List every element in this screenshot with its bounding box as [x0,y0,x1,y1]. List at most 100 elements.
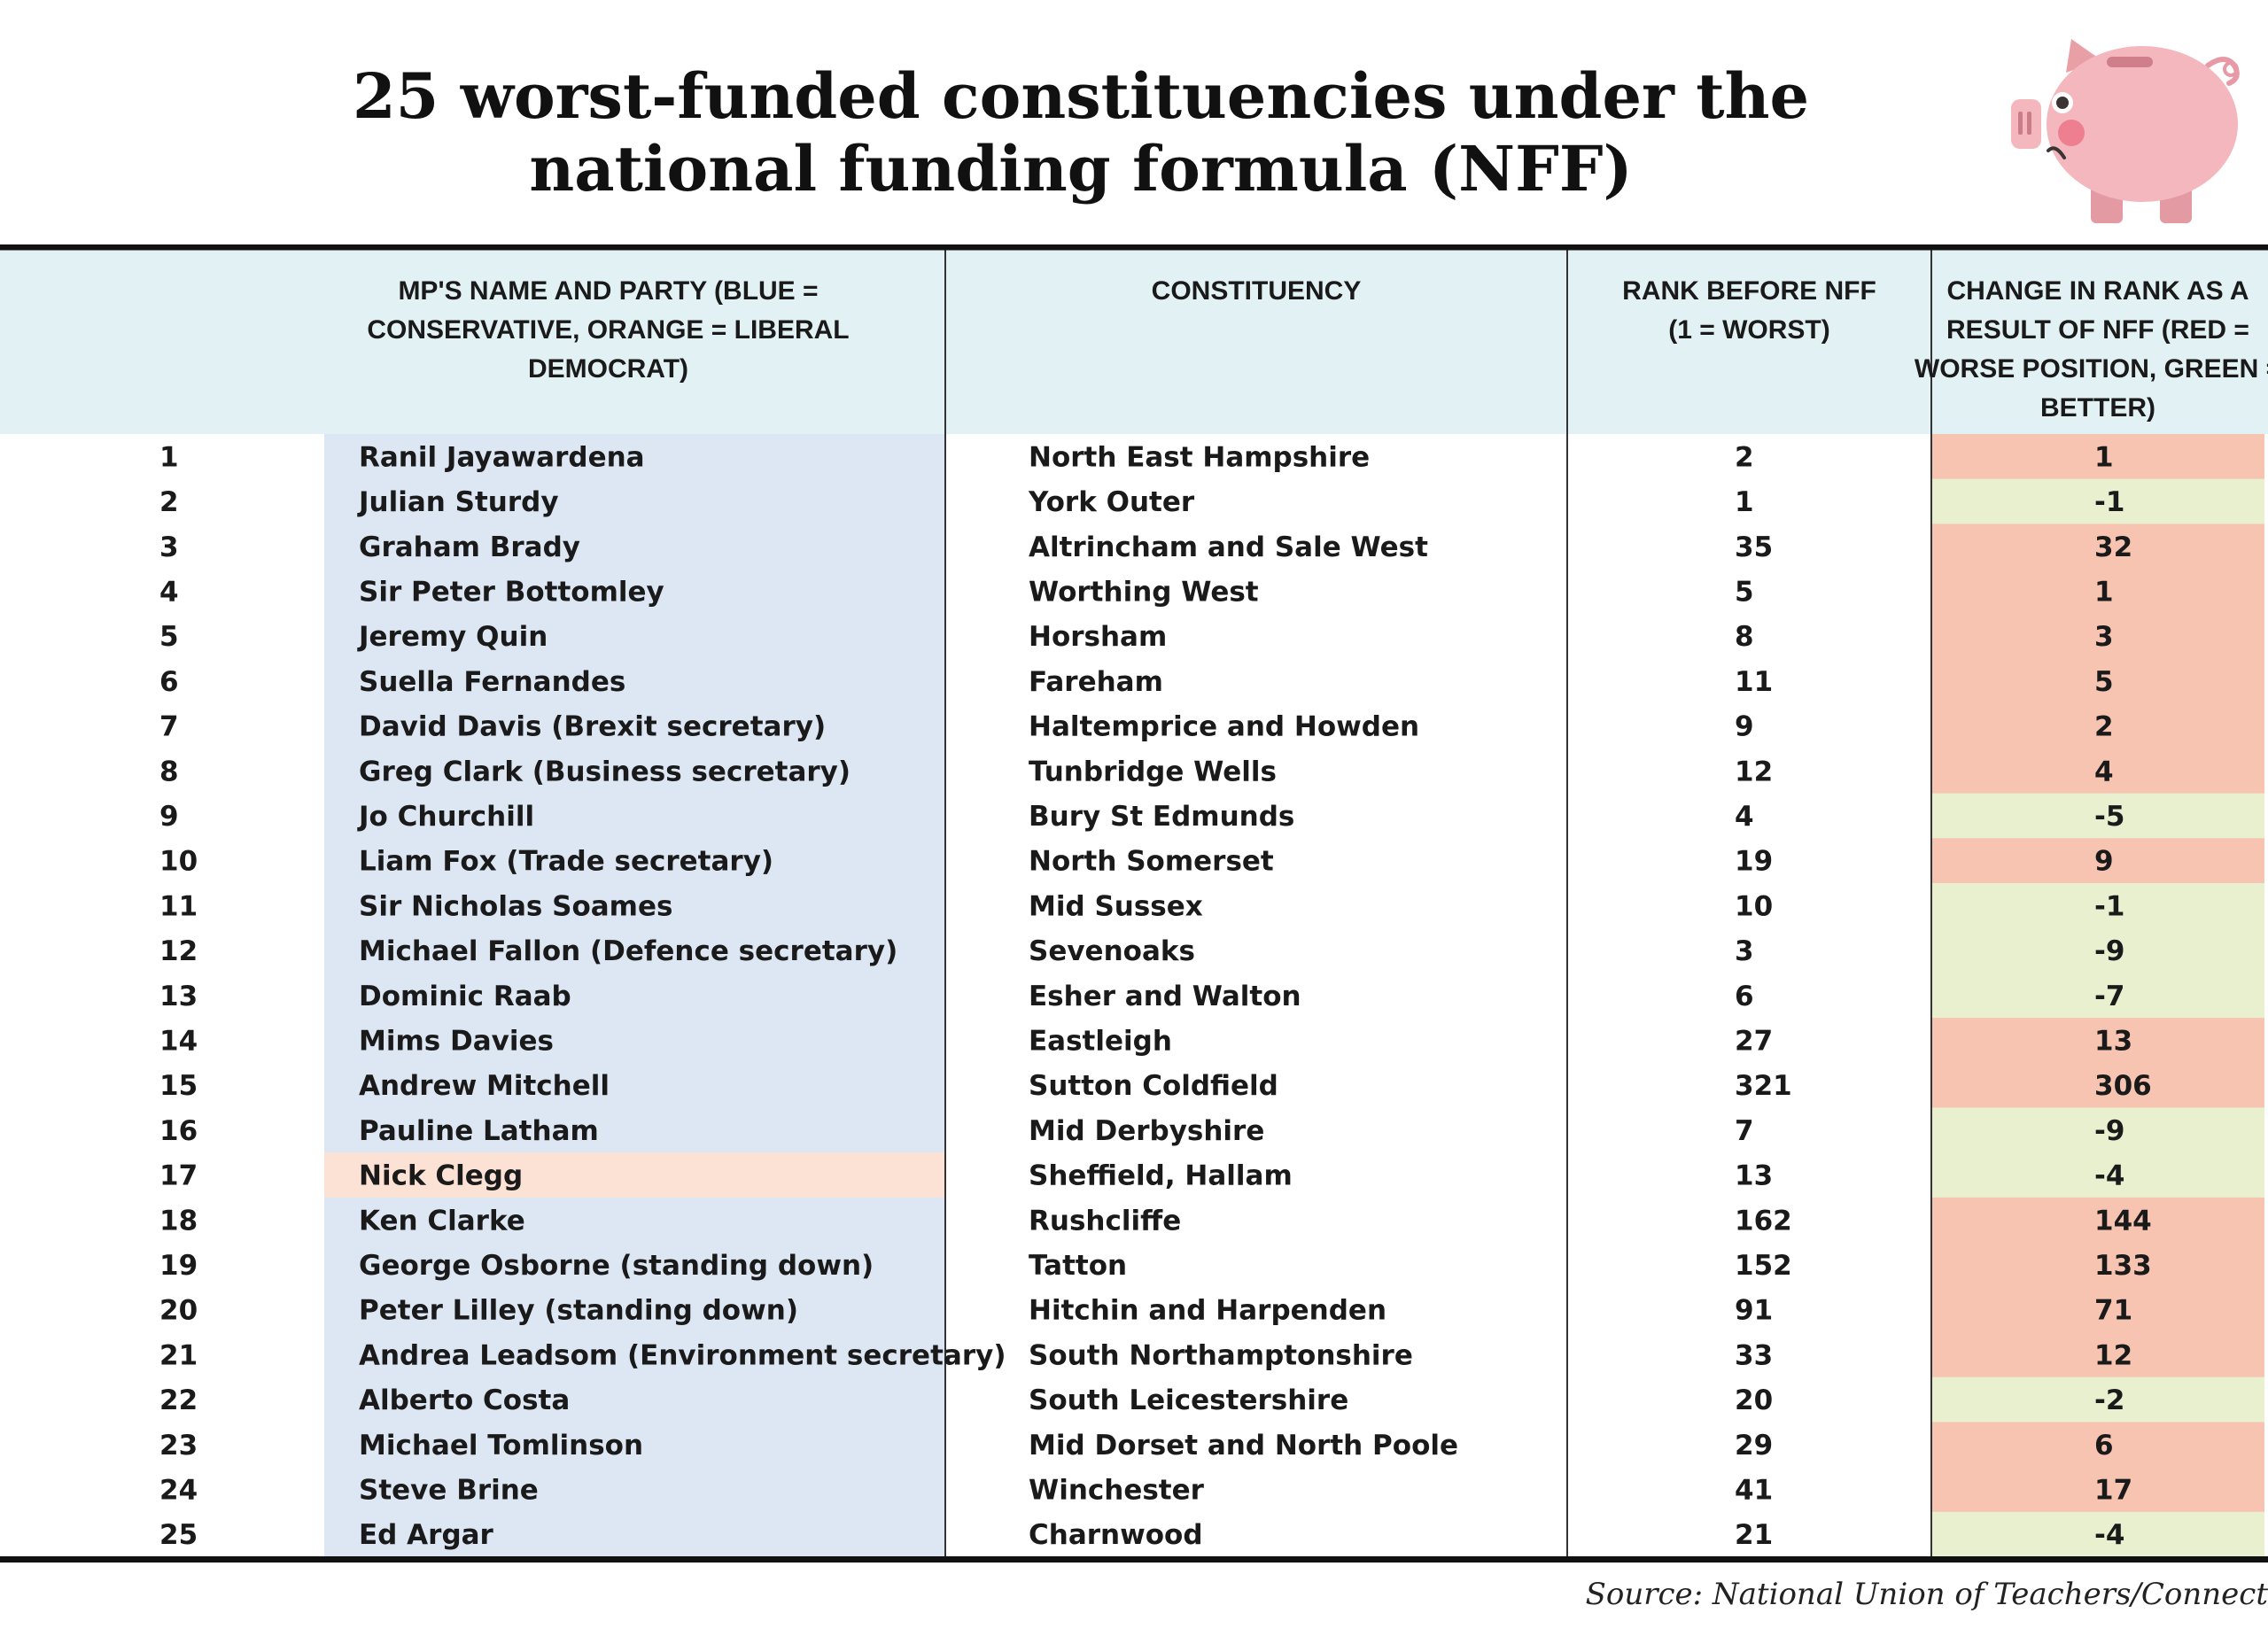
title-line-1: 25 worst-funded constituencies under the [352,59,1810,133]
rank-change-20: 71 [2094,1295,2132,1327]
constituency-18: Rushcliffe [1029,1205,1181,1237]
page-title: 25 worst-funded constituencies under the… [337,60,1825,206]
change-cell-3 [1931,523,2264,570]
constituency-4: Worthing West [1029,576,1259,608]
constituency-14: Eastleigh [1029,1025,1172,1057]
constituency-2: York Outer [1028,486,1195,518]
party-cell-4 [324,569,945,615]
mp-name-7: David Davis (Brexit secretary) [359,711,826,743]
rank-16: 16 [159,1115,198,1147]
rank-before-13: 6 [1735,981,1754,1012]
rank-change-22: -2 [2094,1384,2124,1416]
rank-change-17: -4 [2094,1160,2124,1192]
rank-6: 6 [159,666,179,698]
rank-8: 8 [159,756,179,787]
change-cell-14 [1931,1018,2264,1064]
mp-name-11: Sir Nicholas Soames [359,890,672,922]
rank-1: 1 [159,441,179,473]
rank-7: 7 [159,711,179,743]
party-cell-1 [324,434,945,480]
rank-change-5: 3 [2094,621,2114,653]
source-note: Source: National Union of Teachers/Conne… [1585,1577,2268,1612]
constituency-1: North East Hampshire [1029,441,1370,473]
rank-17: 17 [159,1160,198,1192]
rank-5: 5 [159,621,179,653]
header-mp-line-2: CONSERVATIVE, ORANGE = LIBERAL [367,315,849,345]
constituency-19: Tatton [1029,1250,1127,1282]
rank-before-18: 162 [1735,1205,1792,1237]
sad-piggy-bank-icon [2011,39,2240,223]
mp-name-1: Ranil Jayawardena [359,441,645,473]
title-line-2: national funding formula (NFF) [529,132,1633,206]
constituency-15: Sutton Coldfield [1029,1070,1278,1102]
constituency-17: Sheffield, Hallam [1029,1160,1293,1192]
header-change-line-3: WORSE POSITION, GREEN = [1915,354,2268,384]
constituency-12: Sevenoaks [1029,935,1195,967]
mp-name-5: Jeremy Quin [357,621,548,653]
mp-name-23: Michael Tomlinson [359,1430,643,1462]
party-cell-3 [324,523,945,570]
rank-before-15: 321 [1735,1070,1792,1102]
rank-2: 2 [159,486,179,518]
rank-before-25: 21 [1735,1519,1773,1551]
mp-name-20: Peter Lilley (standing down) [359,1295,798,1327]
mp-name-6: Suella Fernandes [359,666,625,698]
change-cell-16 [1931,1107,2264,1153]
mp-name-9: Jo Churchill [357,801,534,833]
change-cell-11 [1931,883,2264,929]
rank-before-9: 4 [1735,801,1754,833]
party-cell-17 [324,1152,945,1198]
mp-name-21: Andrea Leadsom (Environment secretary) [359,1339,1006,1371]
constituency-5: Horsham [1029,621,1167,653]
mp-name-3: Graham Brady [359,531,580,563]
change-cell-21 [1931,1332,2264,1378]
rank-change-3: 32 [2094,531,2132,563]
rank-before-8: 12 [1735,756,1773,787]
header-rank-before-line-2: (1 = WORST) [1668,315,1830,345]
rank-before-14: 27 [1735,1025,1773,1057]
rank-change-21: 12 [2094,1339,2132,1371]
header-mp-line-1: MP'S NAME AND PARTY (BLUE = [398,276,818,306]
rank-change-7: 2 [2094,711,2114,743]
mp-name-18: Ken Clarke [359,1205,525,1237]
rank-21: 21 [159,1339,198,1371]
party-cell-9 [324,793,945,839]
change-cell-7 [1931,703,2264,749]
rank-change-24: 17 [2094,1474,2132,1506]
change-cell-8 [1931,748,2264,795]
change-cell-4 [1931,569,2264,615]
header-background [0,250,2268,434]
party-cell-7 [324,703,945,749]
party-cell-11 [324,883,945,929]
rank-before-12: 3 [1735,935,1754,967]
rank-change-19: 133 [2094,1250,2152,1282]
party-cell-21 [324,1332,945,1378]
party-cell-24 [324,1467,945,1513]
constituency-20: Hitchin and Harpenden [1029,1295,1386,1327]
rank-change-13: -7 [2094,981,2124,1012]
constituency-6: Fareham [1029,666,1163,698]
change-cell-24 [1931,1467,2264,1513]
rank-before-23: 29 [1735,1430,1773,1462]
rank-24: 24 [159,1474,198,1506]
rank-25: 25 [159,1519,198,1551]
change-cell-1 [1931,434,2264,480]
header-change-line-2: RESULT OF NFF (RED = [1946,315,2249,345]
constituency-11: Mid Sussex [1029,890,1203,922]
party-cell-6 [324,658,945,704]
mp-name-17: Nick Clegg [359,1160,523,1192]
rank-14: 14 [159,1025,198,1057]
header-mp-line-3: DEMOCRAT) [528,354,688,384]
rank-change-1: 1 [2094,441,2114,473]
header-change-line-4: BETTER) [2040,393,2155,423]
rank-before-5: 8 [1735,621,1754,653]
constituency-25: Charnwood [1029,1519,1203,1551]
rank-change-15: 306 [2094,1070,2152,1102]
party-cell-25 [324,1511,945,1557]
funding-table: MP'S NAME AND PARTY (BLUE = CONSERVATIVE,… [0,244,2268,1564]
change-cell-23 [1931,1422,2264,1468]
rank-change-18: 144 [2094,1205,2152,1237]
change-cell-17 [1931,1152,2264,1198]
rank-before-17: 13 [1735,1160,1773,1192]
rank-change-12: -9 [2094,935,2124,967]
